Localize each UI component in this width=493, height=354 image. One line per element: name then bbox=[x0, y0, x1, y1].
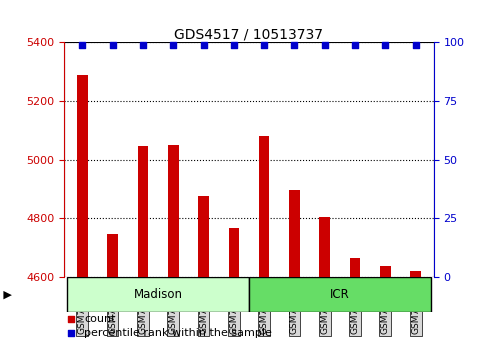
Point bbox=[139, 42, 147, 48]
Bar bbox=[319, 217, 330, 354]
Bar bbox=[229, 228, 239, 354]
Point bbox=[78, 42, 86, 48]
Title: GDS4517 / 10513737: GDS4517 / 10513737 bbox=[175, 27, 323, 41]
Point bbox=[290, 42, 298, 48]
Point bbox=[230, 42, 238, 48]
Text: count: count bbox=[84, 314, 116, 324]
Point bbox=[412, 42, 420, 48]
Bar bbox=[77, 75, 88, 354]
Point bbox=[351, 42, 359, 48]
Text: ICR: ICR bbox=[330, 288, 350, 301]
Point bbox=[68, 316, 75, 321]
Point bbox=[169, 42, 177, 48]
Bar bbox=[107, 234, 118, 354]
Bar bbox=[380, 266, 390, 354]
Bar bbox=[410, 271, 421, 354]
Point bbox=[108, 42, 116, 48]
Point bbox=[321, 42, 329, 48]
Bar bbox=[350, 258, 360, 354]
Point bbox=[260, 42, 268, 48]
Bar bbox=[67, 276, 249, 312]
Point bbox=[200, 42, 208, 48]
Text: strain ▶: strain ▶ bbox=[0, 289, 12, 299]
Bar bbox=[259, 136, 269, 354]
Point bbox=[382, 42, 389, 48]
Text: Madison: Madison bbox=[134, 288, 182, 301]
Text: percentile rank within the sample: percentile rank within the sample bbox=[84, 328, 272, 338]
Point bbox=[68, 330, 75, 336]
Bar bbox=[138, 147, 148, 354]
Bar bbox=[168, 145, 178, 354]
Bar bbox=[289, 190, 300, 354]
Bar bbox=[198, 196, 209, 354]
Bar bbox=[249, 276, 431, 312]
